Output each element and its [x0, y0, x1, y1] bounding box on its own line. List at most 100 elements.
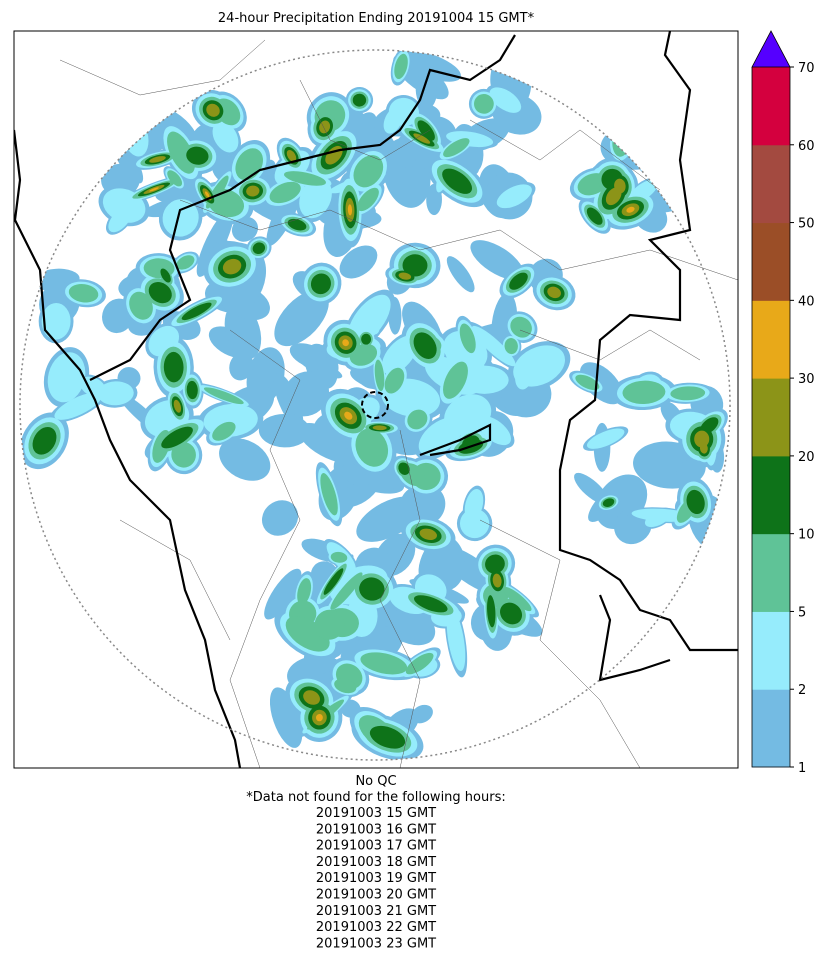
precip-cell [372, 425, 387, 431]
colorbar-segment [752, 300, 790, 379]
precip-cell [252, 242, 266, 255]
precip-cell [464, 488, 484, 522]
precip-cell [622, 380, 666, 405]
precip-cell [366, 308, 381, 335]
precip-cell [196, 208, 234, 277]
colorbar-segment [752, 222, 790, 301]
precip-cell [586, 428, 625, 449]
missing-hour: 20191003 20 GMT [316, 888, 436, 903]
colorbar-tick-label: 30 [798, 372, 815, 387]
precip-cell [602, 498, 615, 507]
missing-hour: 20191003 17 GMT [316, 839, 436, 854]
precip-cell [54, 392, 102, 420]
precip-cell [357, 187, 379, 212]
precip-cell [297, 422, 358, 464]
precip-cell [398, 272, 412, 280]
missing-hour: 20191003 18 GMT [316, 855, 436, 870]
precip-cell [413, 133, 431, 144]
precip-cell [274, 289, 329, 347]
major-borders [14, 31, 738, 768]
precip-cell [413, 332, 437, 359]
precip-cell [489, 87, 522, 113]
colorbar: 1 2 5 10 20 30 40 50 60 70 [751, 30, 815, 776]
missing-hour: 20191003 16 GMT [316, 822, 436, 837]
precip-cell [419, 528, 437, 540]
precip-cell [502, 586, 532, 612]
precip-cell [286, 150, 297, 162]
colorbar-tick-label: 10 [798, 528, 815, 543]
precip-cell [492, 573, 502, 588]
precip-cell [369, 725, 406, 749]
precip-cell [471, 325, 516, 367]
precip-cell [261, 500, 299, 536]
map-frame [13, 30, 739, 769]
precip-cell [97, 381, 134, 406]
precip-cell [167, 131, 196, 174]
footer: No QC *Data not found for the following … [246, 774, 505, 951]
colorbar-segment [752, 67, 790, 146]
precip-cell [347, 204, 353, 216]
precip-cell [459, 323, 476, 354]
precip-cell [264, 568, 302, 620]
precip-cell [330, 572, 363, 610]
missing-hour: 20191003 19 GMT [316, 871, 436, 886]
precip-cell [320, 473, 338, 516]
precip-cell [418, 417, 463, 456]
missing-hour: 20191003 23 GMT [316, 936, 436, 951]
precip-cell [330, 551, 348, 563]
colorbar-extension [751, 30, 791, 68]
precip-cell [700, 417, 719, 435]
precip-cell [496, 184, 532, 209]
precip-cell [285, 616, 330, 652]
precip-cell [586, 207, 603, 225]
borders [14, 31, 738, 768]
precip-cell [269, 181, 301, 204]
precip-cell [161, 426, 193, 449]
precip-cell [446, 256, 475, 293]
precip-cell [258, 413, 311, 448]
precip-cell [219, 438, 271, 481]
precip-cell [413, 595, 448, 613]
colorbar-tick-label: 20 [798, 450, 815, 465]
colorbar-tick-label: 50 [798, 217, 815, 232]
precip-cell [575, 374, 600, 391]
precip-cell [384, 367, 405, 394]
title: 24-hour Precipitation Ending 20191004 15… [218, 11, 535, 26]
precip-cell [299, 178, 332, 219]
precip-cell [340, 699, 361, 718]
precip-cell [334, 678, 357, 694]
precip-cell [686, 489, 705, 515]
precip-cell [297, 578, 312, 606]
colorbar-tick-label: 70 [798, 61, 815, 76]
precip-cell [342, 339, 349, 347]
colorbar-frame [751, 67, 791, 768]
precip-cell [287, 218, 307, 231]
precip-cell [173, 399, 182, 413]
precip-cell [477, 416, 512, 446]
precip-cell [181, 302, 212, 321]
precip-cell [167, 170, 183, 187]
colorbar-tick-label: 5 [798, 605, 806, 620]
precip-cell [359, 577, 385, 601]
precip-cell [204, 191, 210, 198]
precip-cell [176, 255, 195, 270]
precip-cell [353, 155, 384, 188]
precip-cell [149, 156, 166, 163]
colorbar-tick-label: 1 [798, 761, 806, 776]
precip-cell [699, 442, 708, 454]
precip-cell [149, 187, 159, 192]
range-ring [19, 49, 731, 761]
precip-cell [212, 421, 236, 441]
precip-cell [212, 121, 239, 153]
precip-cell [352, 93, 367, 107]
precip-cell [694, 430, 710, 448]
precip-cell [162, 199, 199, 237]
precip-cell [315, 713, 323, 722]
precip-cell [442, 168, 473, 194]
precip-cell [68, 283, 99, 303]
missing-note: *Data not found for the following hours: [246, 790, 505, 805]
precip-cell [547, 286, 561, 299]
precip-cell [303, 690, 320, 705]
precip-cell [323, 568, 344, 595]
precip-cell [289, 343, 332, 370]
